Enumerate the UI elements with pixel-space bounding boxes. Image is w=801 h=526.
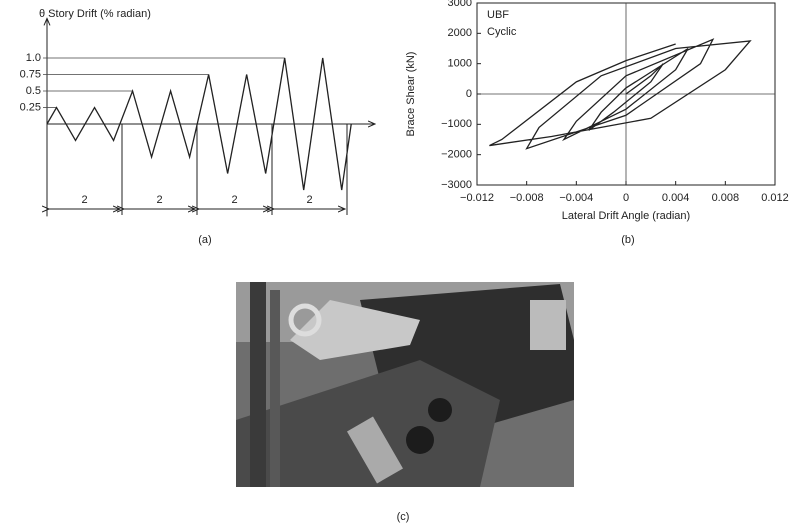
y-tick-label: 0.5	[26, 85, 41, 97]
y-tick-label: −2000	[441, 149, 472, 161]
annotation: UBF	[487, 9, 509, 21]
y-tick-label: 0	[466, 88, 472, 100]
y-tick-label: 3000	[448, 0, 472, 9]
x-tick-label: −0.012	[460, 192, 494, 204]
x-tick-label: 0.004	[662, 192, 690, 204]
cycle-count: 2	[156, 194, 162, 206]
y-tick-label: −1000	[441, 118, 472, 130]
x-tick-label: −0.008	[510, 192, 544, 204]
y-tick-label: −3000	[441, 179, 472, 191]
photo	[236, 282, 574, 487]
x-axis-label: Lateral Drift Angle (radian)	[562, 210, 690, 222]
x-tick-label: −0.004	[559, 192, 593, 204]
cycle-count: 2	[81, 194, 87, 206]
x-tick-label: 0.008	[712, 192, 740, 204]
y-axis-label: θ Story Drift (% radian)	[39, 8, 151, 20]
y-tick-label: 0.25	[20, 101, 41, 113]
annotation: Cyclic	[487, 26, 517, 38]
y-axis-label: Brace Shear (kN)	[405, 52, 417, 137]
cycle-count: 2	[231, 194, 237, 206]
y-tick-label: 2000	[448, 27, 472, 39]
x-tick-label: 0	[623, 192, 629, 204]
cycle-count: 2	[306, 194, 312, 206]
x-tick-label: 0.012	[761, 192, 789, 204]
caption: (b)	[621, 234, 634, 246]
caption: (a)	[198, 234, 211, 246]
dimension-lines	[47, 124, 348, 215]
y-tick-label: 1000	[448, 58, 472, 70]
y-tick-label: 0.75	[20, 68, 41, 80]
caption: (c)	[397, 511, 410, 523]
y-tick-label: 1.0	[26, 52, 41, 64]
data-line	[46, 57, 352, 191]
data-line	[489, 38, 752, 150]
